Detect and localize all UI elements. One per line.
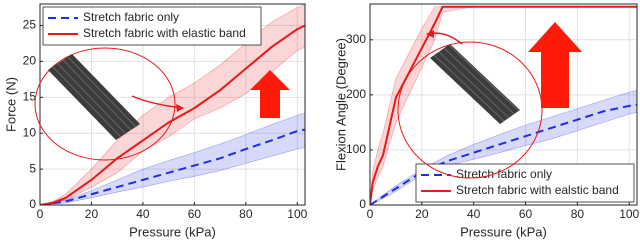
x-tick-label: 60: [188, 207, 202, 221]
legend-label: Stretch fabric only: [456, 167, 552, 181]
y-tick-label: 20: [23, 54, 37, 68]
x-axis-label: Pressure (kPa): [129, 224, 216, 239]
x-axis-label: Pressure (kPa): [460, 224, 547, 239]
legend-label: Stretch fabric with ealstic band: [456, 183, 619, 197]
panel: 0 20 40 60 80 100 0 100 200 300 Pressure (kPa) Flex…: [333, 3, 640, 239]
y-tick-label: 0: [29, 197, 36, 211]
y-tick-label: 15: [23, 89, 37, 103]
legend-box: [42, 6, 262, 46]
x-tick-label: 20: [85, 207, 99, 221]
legend: Stretch fabric only Stretch fabric with e…: [42, 6, 262, 46]
x-tick-label: 60: [519, 207, 533, 221]
confidence-band: [40, 112, 305, 205]
confidence-band: [370, 6, 637, 205]
y-tick-label: 5: [29, 161, 36, 175]
plot-area: [40, 4, 305, 205]
y-tick-label: 10: [23, 125, 37, 139]
y-tick-label: 0: [359, 197, 366, 211]
right-inset: [397, 22, 582, 179]
panel: 0 20 40 60 80 100 0 5 10 15 20 25 Pressure (kPa) Forc…: [3, 3, 308, 239]
x-tick-label: 100: [619, 207, 639, 221]
x-tick-label: 80: [239, 207, 253, 221]
y-axis-label: Force (N): [3, 77, 18, 132]
axes-box: [369, 3, 638, 206]
legend-label: Stretch fabric with elastic band: [83, 26, 246, 40]
axes-box: [39, 3, 306, 206]
y-tick-label: 100: [346, 142, 366, 156]
legend: Stretch fabric only Stretch fabric with e…: [415, 163, 635, 203]
series-line: [370, 5, 637, 205]
left-inset: [34, 47, 290, 161]
legend-label: Stretch fabric only: [83, 10, 179, 24]
series-line: [40, 128, 305, 205]
x-tick-label: 20: [415, 207, 429, 221]
plots: 0 20 40 60 80 100 0 5 10 15 20 25 Pressure (kPa) Forc…: [3, 3, 640, 239]
x-tick-label: 40: [136, 207, 150, 221]
y-tick-label: 200: [346, 87, 366, 101]
y-axis-label: Flexion Angle (Degree): [333, 38, 348, 171]
x-tick-label: 0: [37, 207, 44, 221]
legend-box: [415, 163, 635, 203]
x-tick-label: 80: [571, 207, 585, 221]
x-tick-label: 40: [467, 207, 481, 221]
x-tick-label: 0: [367, 207, 374, 221]
y-tick-label: 300: [346, 32, 366, 46]
x-tick-label: 100: [287, 207, 307, 221]
series-line: [40, 24, 305, 205]
y-tick-label: 25: [23, 18, 37, 32]
series-line: [370, 103, 637, 205]
